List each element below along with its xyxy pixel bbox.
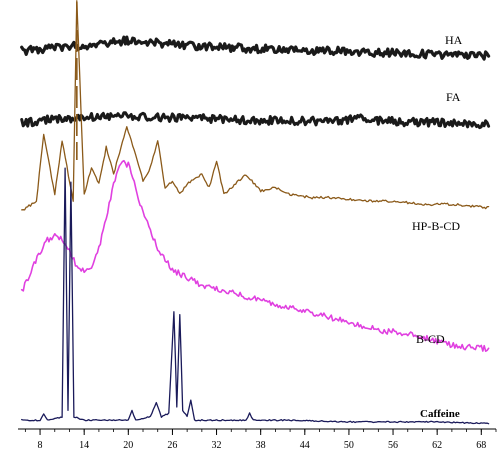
x-tick-label: 20 [123, 440, 133, 451]
x-tick-label: 50 [344, 440, 354, 451]
x-tick-label: 32 [212, 440, 222, 451]
x-tick-label: 56 [388, 440, 398, 451]
series-trace-b-cd [20, 159, 490, 352]
x-tick-label: 26 [167, 440, 177, 451]
series-label-hp-b-cd: HP-B-CD [412, 219, 460, 233]
series-trace-hp-b-cd [21, 0, 490, 211]
x-tick-label: 68 [476, 440, 486, 451]
series-label-ha: HA [445, 33, 463, 47]
series-trace-fa [20, 111, 491, 130]
series-traces [20, 0, 491, 425]
x-tick-label: 14 [79, 440, 89, 451]
x-tick-label: 38 [256, 440, 266, 451]
series-label-fa: FA [446, 90, 461, 104]
x-tick-label: 44 [300, 440, 310, 451]
x-tick-label: 8 [38, 440, 43, 451]
x-axis-ticks: 8 14 20 26 32 38 44 50 56 62 68 [24, 429, 497, 451]
series-label-caffeine: Caffeine [420, 408, 460, 420]
series-trace-caffeine [21, 167, 490, 425]
x-tick-label: 62 [432, 440, 442, 451]
series-trace-ha [20, 35, 491, 61]
series-label-b-cd: B-CD [416, 332, 445, 346]
